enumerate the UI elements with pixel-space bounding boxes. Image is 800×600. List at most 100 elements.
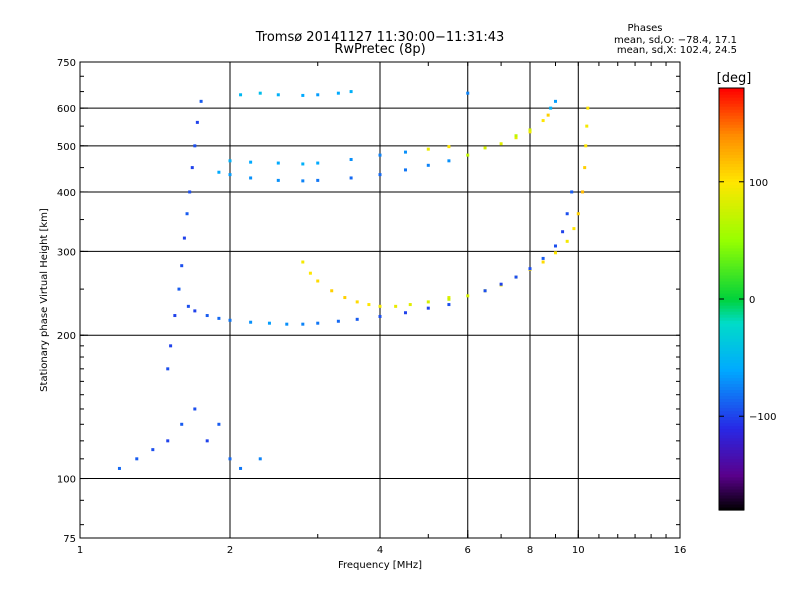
colorbar-band	[719, 299, 744, 303]
data-point	[584, 144, 588, 148]
colorbar-band	[719, 160, 744, 164]
data-point	[173, 314, 177, 318]
data-point	[185, 212, 189, 216]
data-point	[447, 297, 451, 301]
data-point	[565, 212, 569, 216]
data-point	[267, 321, 271, 325]
colorbar-band	[719, 425, 744, 430]
x-tick-label: 16	[674, 545, 687, 556]
data-point	[188, 190, 192, 194]
data-point	[205, 439, 209, 443]
data-point	[528, 128, 532, 132]
data-point	[447, 145, 451, 149]
data-point	[553, 251, 557, 255]
data-point	[199, 99, 203, 103]
colorbar-band	[719, 374, 744, 378]
colorbar-band	[719, 371, 744, 375]
colorbar-band	[719, 368, 744, 372]
colorbar-band	[719, 142, 744, 146]
colorbar-tick-label: 0	[749, 295, 755, 306]
data-point	[581, 190, 585, 194]
colorbar-band	[719, 428, 744, 433]
data-point	[499, 142, 503, 146]
colorbar-band	[719, 335, 744, 339]
colorbar-band	[719, 217, 744, 222]
colorbar-band	[719, 341, 744, 345]
colorbar-band	[719, 295, 744, 300]
data-point	[403, 168, 407, 172]
y-tick-label: 500	[57, 142, 76, 153]
colorbar-band	[719, 455, 744, 460]
colorbar-band	[719, 190, 744, 195]
colorbar-band	[719, 347, 744, 351]
colorbar-band	[719, 268, 744, 273]
colorbar-band	[719, 326, 744, 330]
data-point	[190, 166, 194, 170]
colorbar-band	[719, 470, 744, 475]
data-point	[514, 275, 518, 279]
y-axis-label: Stationary phase Virtual Height [km]	[39, 208, 50, 392]
y-tick-label: 200	[57, 331, 76, 342]
data-point	[570, 190, 574, 194]
colorbar-band	[719, 317, 744, 321]
colorbar-band	[719, 244, 744, 249]
data-point	[426, 163, 430, 167]
colorbar-band	[719, 302, 744, 306]
data-point	[228, 173, 232, 177]
colorbar-band	[719, 380, 744, 384]
colorbar-band	[719, 178, 744, 183]
colorbar-band	[719, 359, 744, 363]
colorbar-band	[719, 329, 744, 333]
colorbar-band	[719, 121, 744, 125]
data-point	[151, 448, 155, 452]
data-point	[217, 316, 221, 320]
colorbar-band	[719, 199, 744, 204]
colorbar-band	[719, 277, 744, 282]
colorbar-band	[719, 100, 744, 104]
colorbar-band	[719, 338, 744, 342]
colorbar-band	[719, 305, 744, 309]
colorbar-band	[719, 506, 744, 511]
stats-line-x: mean, sd,X: 102.4, 24.5	[617, 45, 737, 56]
data-point	[355, 300, 359, 304]
data-point	[186, 304, 190, 308]
colorbar-band	[719, 452, 744, 457]
colorbar-band	[719, 262, 744, 267]
data-point	[349, 90, 353, 94]
colorbar-band	[719, 320, 744, 324]
data-point	[239, 93, 243, 97]
colorbar-band	[719, 446, 744, 451]
colorbar-band	[719, 274, 744, 279]
colorbar-band	[719, 97, 744, 101]
data-point	[355, 317, 359, 321]
data-point	[180, 422, 184, 426]
data-point	[367, 303, 371, 307]
data-point	[195, 120, 199, 124]
data-point	[528, 130, 532, 134]
colorbar-band	[719, 133, 744, 137]
colorbar-band	[719, 464, 744, 469]
colorbar-band	[719, 253, 744, 258]
colorbar-band	[719, 344, 744, 348]
data-point	[541, 260, 545, 264]
data-point	[336, 91, 340, 95]
data-point	[316, 178, 320, 182]
colorbar-band	[719, 175, 744, 180]
colorbar-band	[719, 311, 744, 315]
colorbar-band	[719, 265, 744, 270]
colorbar-band	[719, 136, 744, 140]
colorbar-band	[719, 485, 744, 490]
data-point	[193, 407, 197, 411]
data-point	[378, 304, 382, 308]
stats-line-o: mean, sd,O: −78.4, 17.1	[614, 35, 737, 46]
data-point	[249, 176, 253, 180]
data-point	[378, 173, 382, 177]
colorbar-band	[719, 130, 744, 134]
colorbar-band	[719, 314, 744, 318]
colorbar-band	[719, 118, 744, 122]
data-point	[177, 287, 181, 291]
colorbar-band	[719, 163, 744, 167]
colorbar-band	[719, 196, 744, 201]
data-point	[408, 303, 412, 307]
